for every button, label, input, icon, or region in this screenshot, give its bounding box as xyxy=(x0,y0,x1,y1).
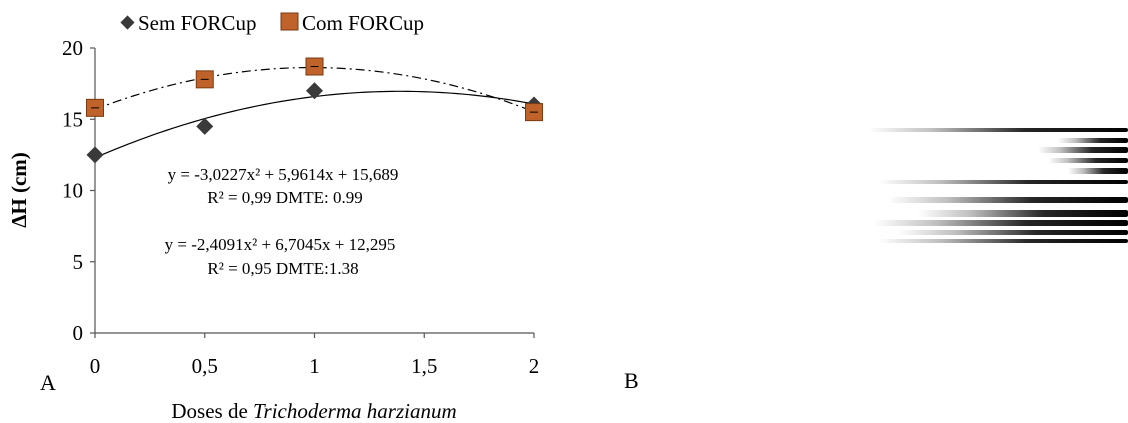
x-tick-label-2: 1 xyxy=(309,354,320,378)
panel-label-a: A xyxy=(40,370,56,395)
equation-sem: y = -2,4091x² + 6,7045x + 12,295 xyxy=(165,235,396,254)
legend-label-com: Com FORCup xyxy=(302,11,424,35)
x-tick-group: 0 0,5 1 1,5 2 xyxy=(90,333,540,378)
equation-com: y = -3,0227x² + 5,9614x + 15,689 xyxy=(168,165,399,184)
panel-label-b: B xyxy=(624,368,639,393)
x-tick-label-1: 0,5 xyxy=(192,354,218,378)
x-tick-label-3: 1,5 xyxy=(411,354,437,378)
panel-b-image xyxy=(860,120,1128,260)
y-tick-label-2: 10 xyxy=(62,179,83,203)
point-sem-2 xyxy=(306,82,323,100)
y-tick-label-1: 5 xyxy=(73,250,84,274)
y-tick-label-4: 20 xyxy=(62,36,83,60)
y-tick-label-3: 15 xyxy=(62,107,83,131)
trend-line-com xyxy=(94,66,535,113)
trend-lines xyxy=(94,66,535,159)
data-points xyxy=(86,57,543,164)
legend: Sem FORCup Com FORCup xyxy=(120,11,424,35)
legend-label-sem: Sem FORCup xyxy=(138,11,256,35)
point-sem-1 xyxy=(196,117,214,135)
point-sem-0 xyxy=(86,146,104,164)
trend-line-sem xyxy=(94,90,535,159)
legend-marker-com xyxy=(280,12,299,31)
r2-com: R² = 0,99 DMTE: 0.99 xyxy=(207,188,362,207)
x-tick-label-0: 0 xyxy=(90,354,101,378)
x-tick-label-4: 2 xyxy=(529,354,540,378)
x-axis-label-species: Trichoderma harzianum xyxy=(253,399,457,423)
y-tick-label-0: 0 xyxy=(73,321,84,345)
x-axis-label: Doses de Trichoderma harzianum xyxy=(171,399,456,423)
y-axis-label: ΔH (cm) xyxy=(7,152,31,228)
r2-sem: R² = 0,95 DMTE:1.38 xyxy=(207,259,358,278)
x-axis-label-prefix: Doses de xyxy=(171,399,253,423)
legend-marker-sem xyxy=(120,15,135,30)
y-tick-group: 0 5 10 15 20 xyxy=(62,36,95,345)
